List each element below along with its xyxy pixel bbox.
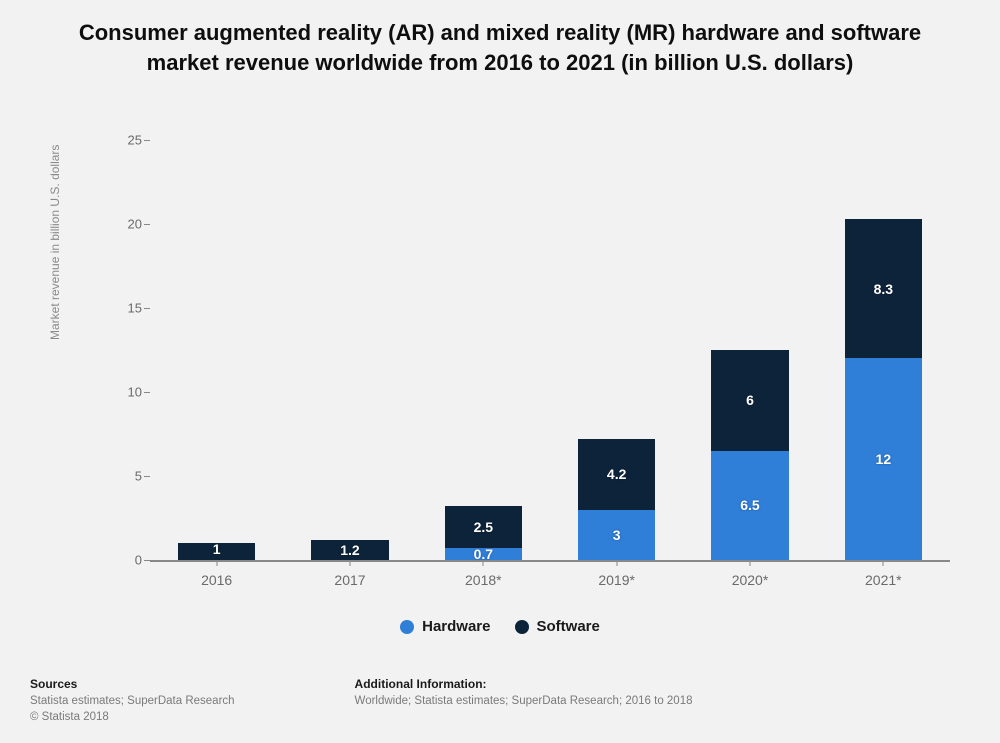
bar-segment: 3	[578, 510, 655, 560]
bar-value-label: 1	[213, 541, 221, 557]
sources-line1: Statista estimates; SuperData Research	[30, 693, 235, 709]
x-tick-label: 2019*	[598, 572, 635, 588]
x-tick-label: 2017	[334, 572, 365, 588]
x-tick-label: 2018*	[465, 572, 502, 588]
info-head: Additional Information:	[355, 677, 693, 691]
bar-value-label: 8.3	[874, 281, 893, 297]
y-tick-label: 25	[110, 133, 142, 148]
y-tick-label: 10	[110, 385, 142, 400]
bar-value-label: 1.2	[340, 542, 359, 558]
legend-swatch	[515, 620, 529, 634]
bar-segment: 1.2	[311, 540, 388, 560]
y-axis-title: Market revenue in billion U.S. dollars	[48, 145, 62, 340]
y-tick-label: 20	[110, 217, 142, 232]
x-tick-label: 2016	[201, 572, 232, 588]
bar-value-label: 4.2	[607, 466, 626, 482]
sources-block: Sources Statista estimates; SuperData Re…	[30, 677, 235, 725]
bars-layer: 120161.220170.72.52018*34.22019*6.562020…	[150, 140, 950, 560]
bar-segment: 12	[845, 358, 922, 560]
plot-area: 120161.220170.72.52018*34.22019*6.562020…	[150, 140, 950, 562]
bar-segment: 2.5	[445, 506, 522, 548]
bar-segment: 8.3	[845, 219, 922, 358]
chart-container: Consumer augmented reality (AR) and mixe…	[0, 0, 1000, 743]
chart-title: Consumer augmented reality (AR) and mixe…	[0, 0, 1000, 77]
legend-label: Hardware	[422, 618, 490, 635]
legend-label: Software	[537, 618, 600, 635]
y-tick-label: 0	[110, 553, 142, 568]
bar-segment: 0.7	[445, 548, 522, 560]
y-tick-label: 15	[110, 301, 142, 316]
x-tick-label: 2021*	[865, 572, 902, 588]
legend-item: Hardware	[400, 618, 490, 635]
bar-value-label: 2.5	[474, 519, 493, 535]
bar-value-label: 12	[876, 451, 892, 467]
legend-item: Software	[515, 618, 600, 635]
bar-value-label: 6	[746, 392, 754, 408]
legend-swatch	[400, 620, 414, 634]
bar-value-label: 3	[613, 527, 621, 543]
chart-area: 120161.220170.72.52018*34.22019*6.562020…	[90, 130, 960, 600]
bar-segment: 6.5	[711, 451, 788, 560]
legend: Hardware Software	[0, 618, 1000, 638]
bar-value-label: 6.5	[740, 497, 759, 513]
sources-head: Sources	[30, 677, 235, 691]
x-tick-label: 2020*	[732, 572, 769, 588]
info-block: Additional Information: Worldwide; Stati…	[355, 677, 693, 725]
sources-line2: © Statista 2018	[30, 709, 235, 725]
y-tick-label: 5	[110, 469, 142, 484]
info-line: Worldwide; Statista estimates; SuperData…	[355, 693, 693, 709]
bar-segment: 6	[711, 350, 788, 451]
footer: Sources Statista estimates; SuperData Re…	[30, 677, 970, 725]
bar-segment: 4.2	[578, 439, 655, 510]
bar-segment: 1	[178, 543, 255, 560]
